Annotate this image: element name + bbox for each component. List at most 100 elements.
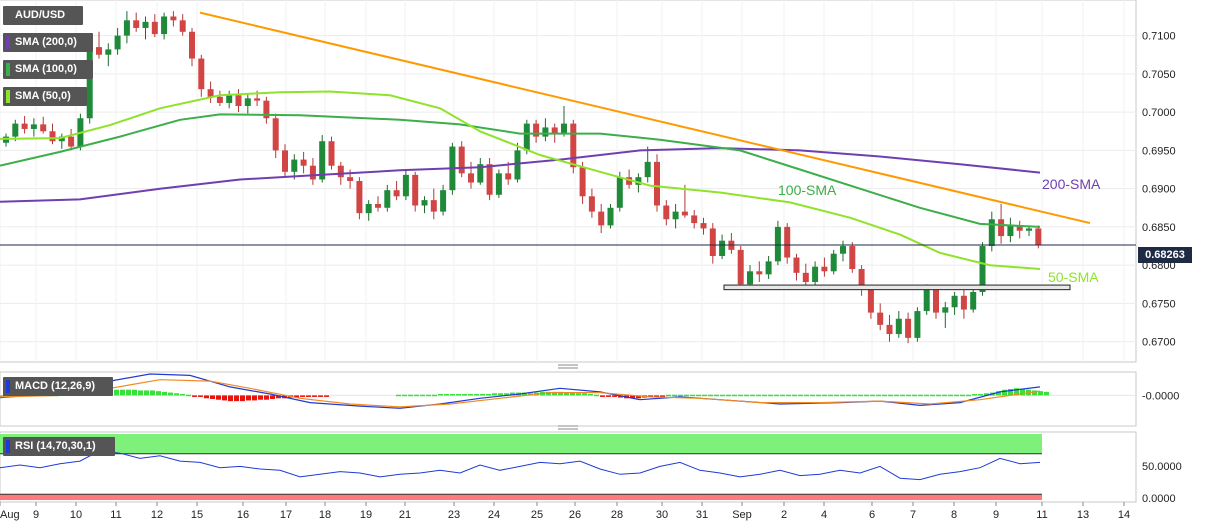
macd-pane-splitter[interactable] <box>558 364 578 369</box>
candle-body <box>774 226 781 262</box>
macd-histogram-bar <box>684 394 689 397</box>
legend-rsi[interactable]: RSI (14,70,30,1) <box>3 437 115 456</box>
legend-sma-50[interactable]: SMA (50,0) <box>3 87 87 106</box>
legend-sma-200[interactable]: SMA (200,0) <box>3 33 93 52</box>
macd-histogram-bar <box>696 394 701 397</box>
candle-body <box>635 177 642 185</box>
macd-histogram-bar <box>786 394 791 397</box>
macd-histogram-bar <box>588 394 593 396</box>
candle-body <box>30 124 37 129</box>
candle-body <box>886 324 893 335</box>
price-y-tick-label: 0.7050 <box>1142 69 1176 81</box>
macd-histogram-bar <box>162 391 167 396</box>
legend-swatch-symbol <box>6 9 10 22</box>
macd-histogram-bar <box>474 394 479 396</box>
date-tick-label: 6 <box>869 509 875 521</box>
candle-body <box>412 174 419 206</box>
macd-histogram-bar <box>264 395 269 400</box>
candle-body <box>1026 228 1032 231</box>
candle-body <box>709 228 716 256</box>
macd-histogram-bar <box>570 392 575 396</box>
candle-body <box>802 272 809 283</box>
date-tick-label: 9 <box>993 509 999 521</box>
macd-histogram-bar <box>690 394 695 397</box>
support-zone <box>723 284 1071 291</box>
macd-histogram-bar <box>498 393 503 396</box>
date-tick-label: 4 <box>821 509 827 521</box>
rsi-indicator <box>0 434 1042 500</box>
macd-histogram-bar <box>240 395 245 402</box>
rsi-pane-splitter[interactable] <box>558 425 578 430</box>
macd-histogram-bar <box>156 391 161 396</box>
macd-histogram-bar <box>870 394 875 397</box>
candle-body <box>821 266 828 272</box>
legend-swatch-sma-200 <box>6 36 10 49</box>
candle-body <box>849 246 856 269</box>
candle-body <box>551 127 558 134</box>
macd-histogram-bar <box>738 394 743 397</box>
macd-histogram-bar <box>978 394 983 396</box>
candle-body <box>282 150 288 172</box>
candle-body <box>68 136 75 147</box>
candle-body <box>579 167 586 197</box>
macd-histogram-bar <box>192 395 197 397</box>
macd-histogram-bar <box>912 394 917 397</box>
macd-histogram-bar <box>1032 390 1037 396</box>
date-tick-label: 14 <box>1118 509 1130 521</box>
macd-histogram-bar <box>114 389 119 396</box>
candlestick-series <box>3 11 1042 344</box>
legend-macd[interactable]: MACD (12,26,9) <box>3 377 113 396</box>
date-tick-label: 19 <box>360 509 372 521</box>
macd-histogram-bar <box>216 395 221 400</box>
candle-body <box>1016 225 1023 231</box>
macd-histogram-bar <box>714 394 719 397</box>
candle-body <box>691 215 698 224</box>
candle-body <box>477 164 484 183</box>
candle-body <box>1035 228 1042 246</box>
candle-body <box>737 249 744 285</box>
macd-histogram-bar <box>312 395 317 397</box>
candle-body <box>291 159 298 172</box>
candle-body <box>812 266 819 283</box>
macd-histogram-bar <box>1014 388 1019 396</box>
candle-body <box>681 211 688 216</box>
macd-histogram-bar <box>816 394 821 397</box>
candle-body <box>272 118 279 151</box>
legend-sma-100[interactable]: SMA (100,0) <box>3 60 93 79</box>
date-tick-label: 9 <box>33 509 39 521</box>
candle-body <box>337 165 344 178</box>
candle-body <box>495 173 502 195</box>
legend-swatch-sma-50 <box>6 90 10 103</box>
price-y-tick-label: 0.6950 <box>1142 145 1176 157</box>
candle-body <box>616 177 623 208</box>
macd-histogram-bar <box>678 394 683 397</box>
date-tick-label: 17 <box>280 509 292 521</box>
date-tick-label: 28 <box>611 509 623 521</box>
date-tick-label: 25 <box>531 509 543 521</box>
macd-histogram-bar <box>198 395 203 397</box>
candle-body <box>21 123 28 129</box>
macd-histogram-bar <box>672 394 677 397</box>
candle-body <box>486 164 493 195</box>
candle-body <box>96 47 102 55</box>
macd-histogram-bar <box>438 394 443 396</box>
candle-body <box>719 240 726 256</box>
macd-histogram-bar <box>630 395 635 399</box>
candle-body <box>923 289 930 312</box>
macd-histogram-bar <box>960 394 965 397</box>
macd-histogram-bar <box>654 395 659 397</box>
macd-histogram-bar <box>876 394 881 397</box>
macd-histogram-bar <box>486 394 491 396</box>
macd-histogram-bar <box>252 395 257 401</box>
candle-body <box>123 20 130 36</box>
macd-histogram-bar <box>768 394 773 397</box>
macd-y-axis: -0.0000 <box>1142 390 1179 402</box>
candle-body <box>430 200 437 212</box>
macd-histogram-bar <box>636 395 641 399</box>
legend-sma-100-label: SMA (100,0) <box>15 63 77 75</box>
macd-histogram-bar <box>204 395 209 399</box>
legend-symbol[interactable]: AUD/USD <box>3 6 83 25</box>
candle-body <box>523 123 530 151</box>
macd-histogram-bar <box>144 390 149 396</box>
candle-body <box>254 98 261 101</box>
